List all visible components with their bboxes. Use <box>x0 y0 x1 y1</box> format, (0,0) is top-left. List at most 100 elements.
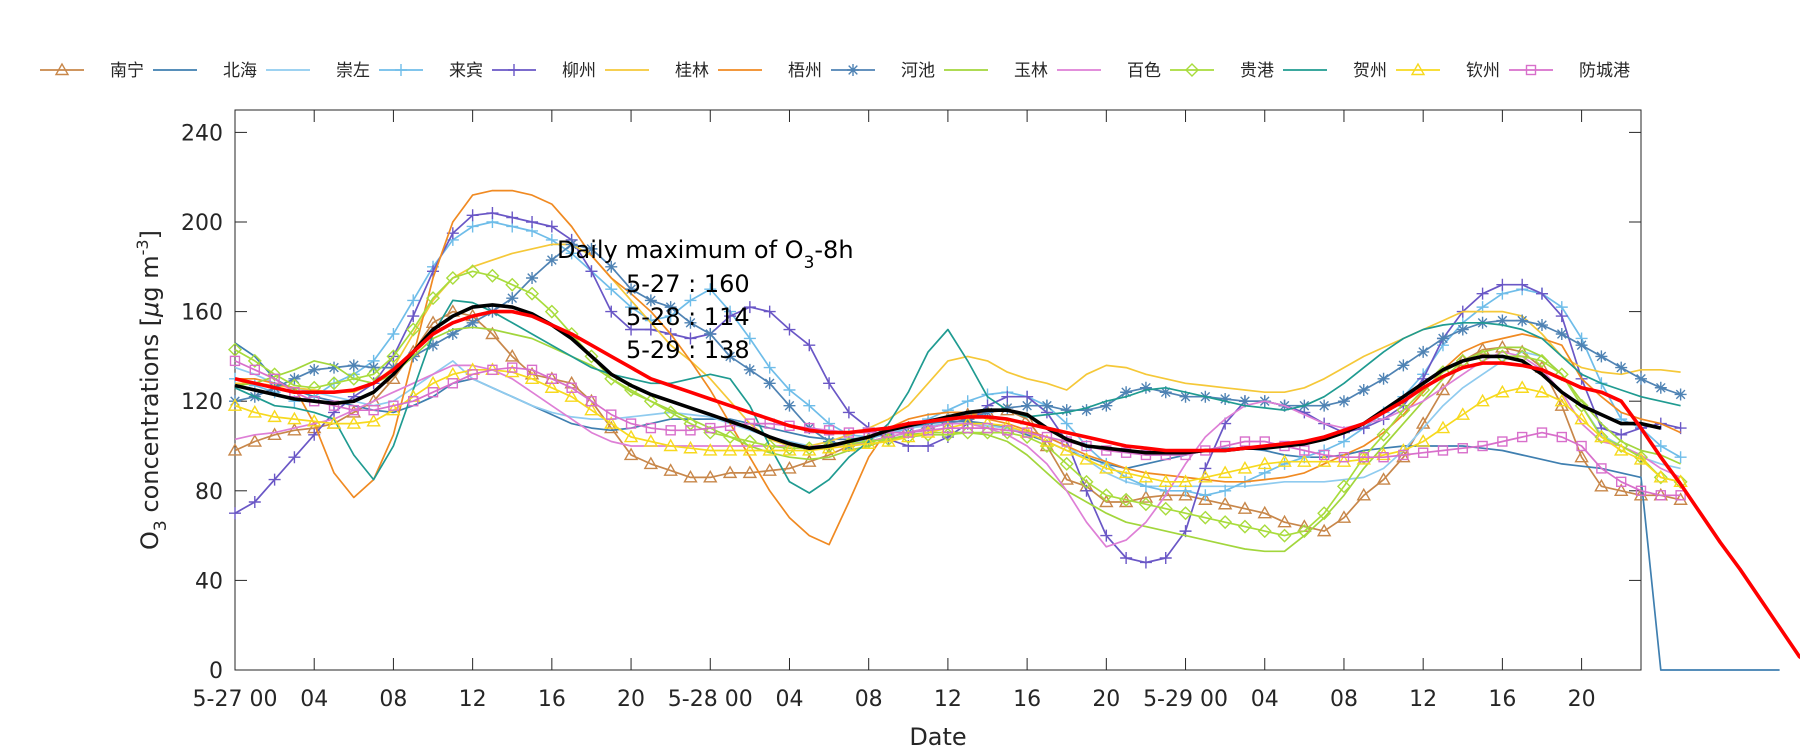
annotation-title: Daily maximum of O3-8h <box>557 236 854 273</box>
data-point <box>1415 434 1431 447</box>
data-point <box>762 463 777 476</box>
data-point <box>1635 485 1647 496</box>
data-point <box>288 451 301 464</box>
data-point <box>982 422 993 434</box>
legend-label: 崇左 <box>336 61 370 81</box>
data-point <box>1138 490 1154 503</box>
data-point <box>526 272 539 284</box>
series-line <box>234 351 1681 548</box>
data-point <box>1059 443 1074 456</box>
data-point <box>1080 404 1093 417</box>
x-axis-title: Date <box>909 723 966 750</box>
series-line <box>234 221 1682 497</box>
data-point <box>545 254 558 267</box>
data-point <box>663 463 678 476</box>
data-point <box>625 301 638 314</box>
data-point <box>427 339 440 352</box>
legend-item: 钦州 <box>1396 61 1500 81</box>
data-point <box>487 364 498 376</box>
series-line <box>234 243 1681 447</box>
legend-marker <box>395 64 407 76</box>
data-point <box>841 438 857 452</box>
data-point <box>1595 350 1608 363</box>
data-point <box>1297 524 1312 539</box>
data-point <box>247 434 263 447</box>
data-point <box>981 388 994 401</box>
data-point <box>606 409 617 420</box>
data-point <box>348 404 360 416</box>
data-point <box>1336 454 1352 467</box>
data-point <box>249 364 261 376</box>
data-point <box>507 362 518 373</box>
data-point <box>426 291 441 306</box>
plot-area <box>234 109 1642 671</box>
data-point <box>1178 487 1193 501</box>
x-tick-label: 16 <box>1013 687 1041 712</box>
data-point <box>466 316 479 329</box>
series-13 <box>229 355 1686 501</box>
series-15 <box>234 309 1800 660</box>
legend-item: 百色 <box>1057 61 1161 81</box>
legend-marker <box>508 64 520 76</box>
data-point <box>1139 381 1152 394</box>
x-tick-label: 12 <box>459 687 487 712</box>
data-point <box>1673 492 1688 505</box>
data-point <box>802 454 817 467</box>
data-point <box>526 216 539 228</box>
data-point <box>1496 278 1509 291</box>
data-point <box>1535 319 1548 332</box>
legend-label: 南宁 <box>110 61 144 81</box>
data-point <box>1199 489 1212 502</box>
data-point <box>605 283 618 296</box>
data-point <box>267 409 282 423</box>
data-point <box>564 389 579 402</box>
data-point <box>705 422 716 434</box>
data-point <box>703 443 718 456</box>
data-point <box>1674 451 1687 464</box>
data-point <box>267 427 282 440</box>
data-point <box>1316 454 1332 467</box>
data-point <box>643 456 659 470</box>
data-point <box>1654 440 1667 452</box>
data-point <box>782 443 797 456</box>
data-point <box>942 422 954 434</box>
data-point <box>485 326 500 340</box>
data-point <box>326 416 342 429</box>
data-point <box>544 304 559 319</box>
x-tick-label: 12 <box>934 687 962 712</box>
data-point <box>1277 514 1292 528</box>
data-point <box>922 440 935 452</box>
series-line <box>234 309 1800 660</box>
data-point <box>1219 392 1232 405</box>
data-point <box>1516 431 1528 443</box>
series-line <box>234 303 1662 455</box>
data-point <box>1477 440 1488 452</box>
x-tick-label: 5-28 00 <box>668 687 753 712</box>
legend-label: 梧州 <box>788 61 822 81</box>
data-point <box>684 294 697 307</box>
data-point <box>388 400 399 411</box>
data-point <box>585 242 598 255</box>
data-point <box>823 377 836 390</box>
data-point <box>684 316 697 329</box>
legend-item: 南宁 <box>40 61 144 81</box>
data-point <box>465 264 480 279</box>
data-point <box>506 292 519 305</box>
data-point <box>346 416 362 429</box>
data-point <box>368 404 379 416</box>
data-point <box>783 399 796 412</box>
data-point <box>1237 519 1252 534</box>
data-point <box>584 402 599 416</box>
data-point <box>783 384 796 396</box>
data-point <box>267 367 282 382</box>
data-point <box>1021 427 1033 438</box>
legend-label: 北海 <box>223 61 257 81</box>
data-point <box>544 380 560 393</box>
data-point <box>1059 472 1074 485</box>
data-point <box>1633 487 1649 501</box>
data-point <box>704 328 717 340</box>
data-point <box>328 400 340 411</box>
data-point <box>446 328 459 340</box>
data-point <box>1257 505 1272 519</box>
data-point <box>427 265 440 278</box>
